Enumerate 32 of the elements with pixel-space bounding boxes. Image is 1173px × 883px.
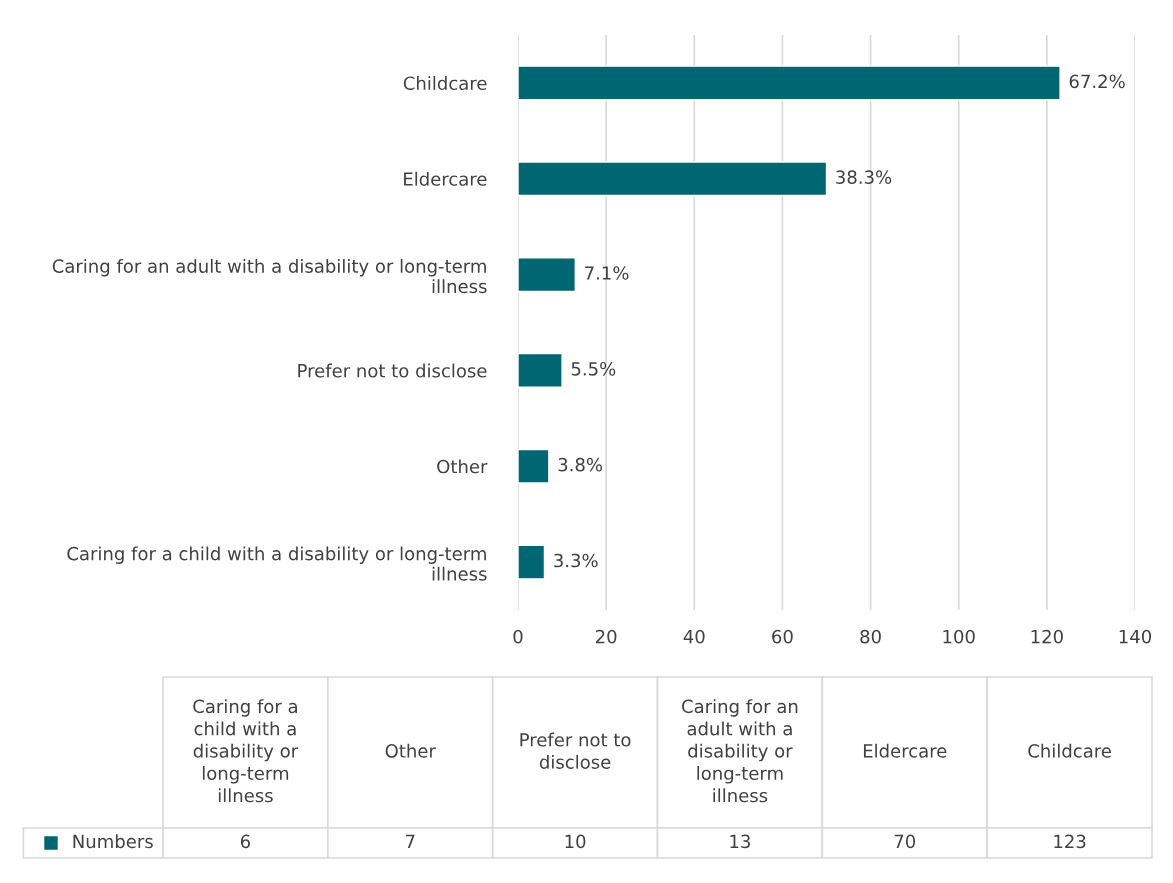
category-label: Childcare bbox=[1028, 743, 1111, 758]
text: 70 bbox=[894, 834, 916, 849]
y-tick-label: Caring for a child with a disability or long-term illness bbox=[67, 546, 487, 581]
x-tick-label: 60 bbox=[772, 629, 793, 644]
category-label: Other bbox=[385, 743, 436, 758]
x-tick-label: 100 bbox=[943, 629, 975, 644]
y-tick-label: Caring for an adult with a disability or long-term illness bbox=[52, 258, 487, 294]
text: 10 bbox=[565, 834, 586, 849]
category-label: Eldercare bbox=[863, 743, 947, 758]
annotation: 7.1% bbox=[585, 266, 629, 280]
x-tick-label: 120 bbox=[1031, 629, 1063, 644]
annotation: 3.8% bbox=[558, 457, 603, 472]
category-label: Prefer not to disclose bbox=[520, 732, 631, 769]
x-tick-label: 80 bbox=[860, 629, 881, 644]
text: 6 bbox=[240, 834, 251, 849]
annotation: 38.3% bbox=[836, 170, 892, 184]
y-tick-label: Prefer not to disclose bbox=[298, 363, 487, 378]
x-tick-label: 140 bbox=[1119, 629, 1152, 644]
text: 123 bbox=[1054, 834, 1086, 849]
category-label: Caring for an adult with a disability or long-term illness bbox=[682, 699, 798, 803]
annotation: 3.3% bbox=[554, 553, 598, 568]
text: 7 bbox=[405, 834, 415, 848]
annotation: 67.2% bbox=[1069, 74, 1125, 89]
x-tick-label: 0 bbox=[513, 629, 523, 644]
y-tick-label: Other bbox=[437, 459, 488, 474]
x-tick-label: 40 bbox=[683, 629, 705, 644]
y-tick-label: Childcare bbox=[403, 76, 487, 91]
annotation: 5.5% bbox=[571, 362, 616, 376]
x-tick-label: 20 bbox=[595, 629, 617, 644]
legend-label: Numbers bbox=[73, 834, 153, 849]
y-tick-label: Eldercare bbox=[404, 171, 487, 186]
text: 13 bbox=[730, 834, 750, 849]
